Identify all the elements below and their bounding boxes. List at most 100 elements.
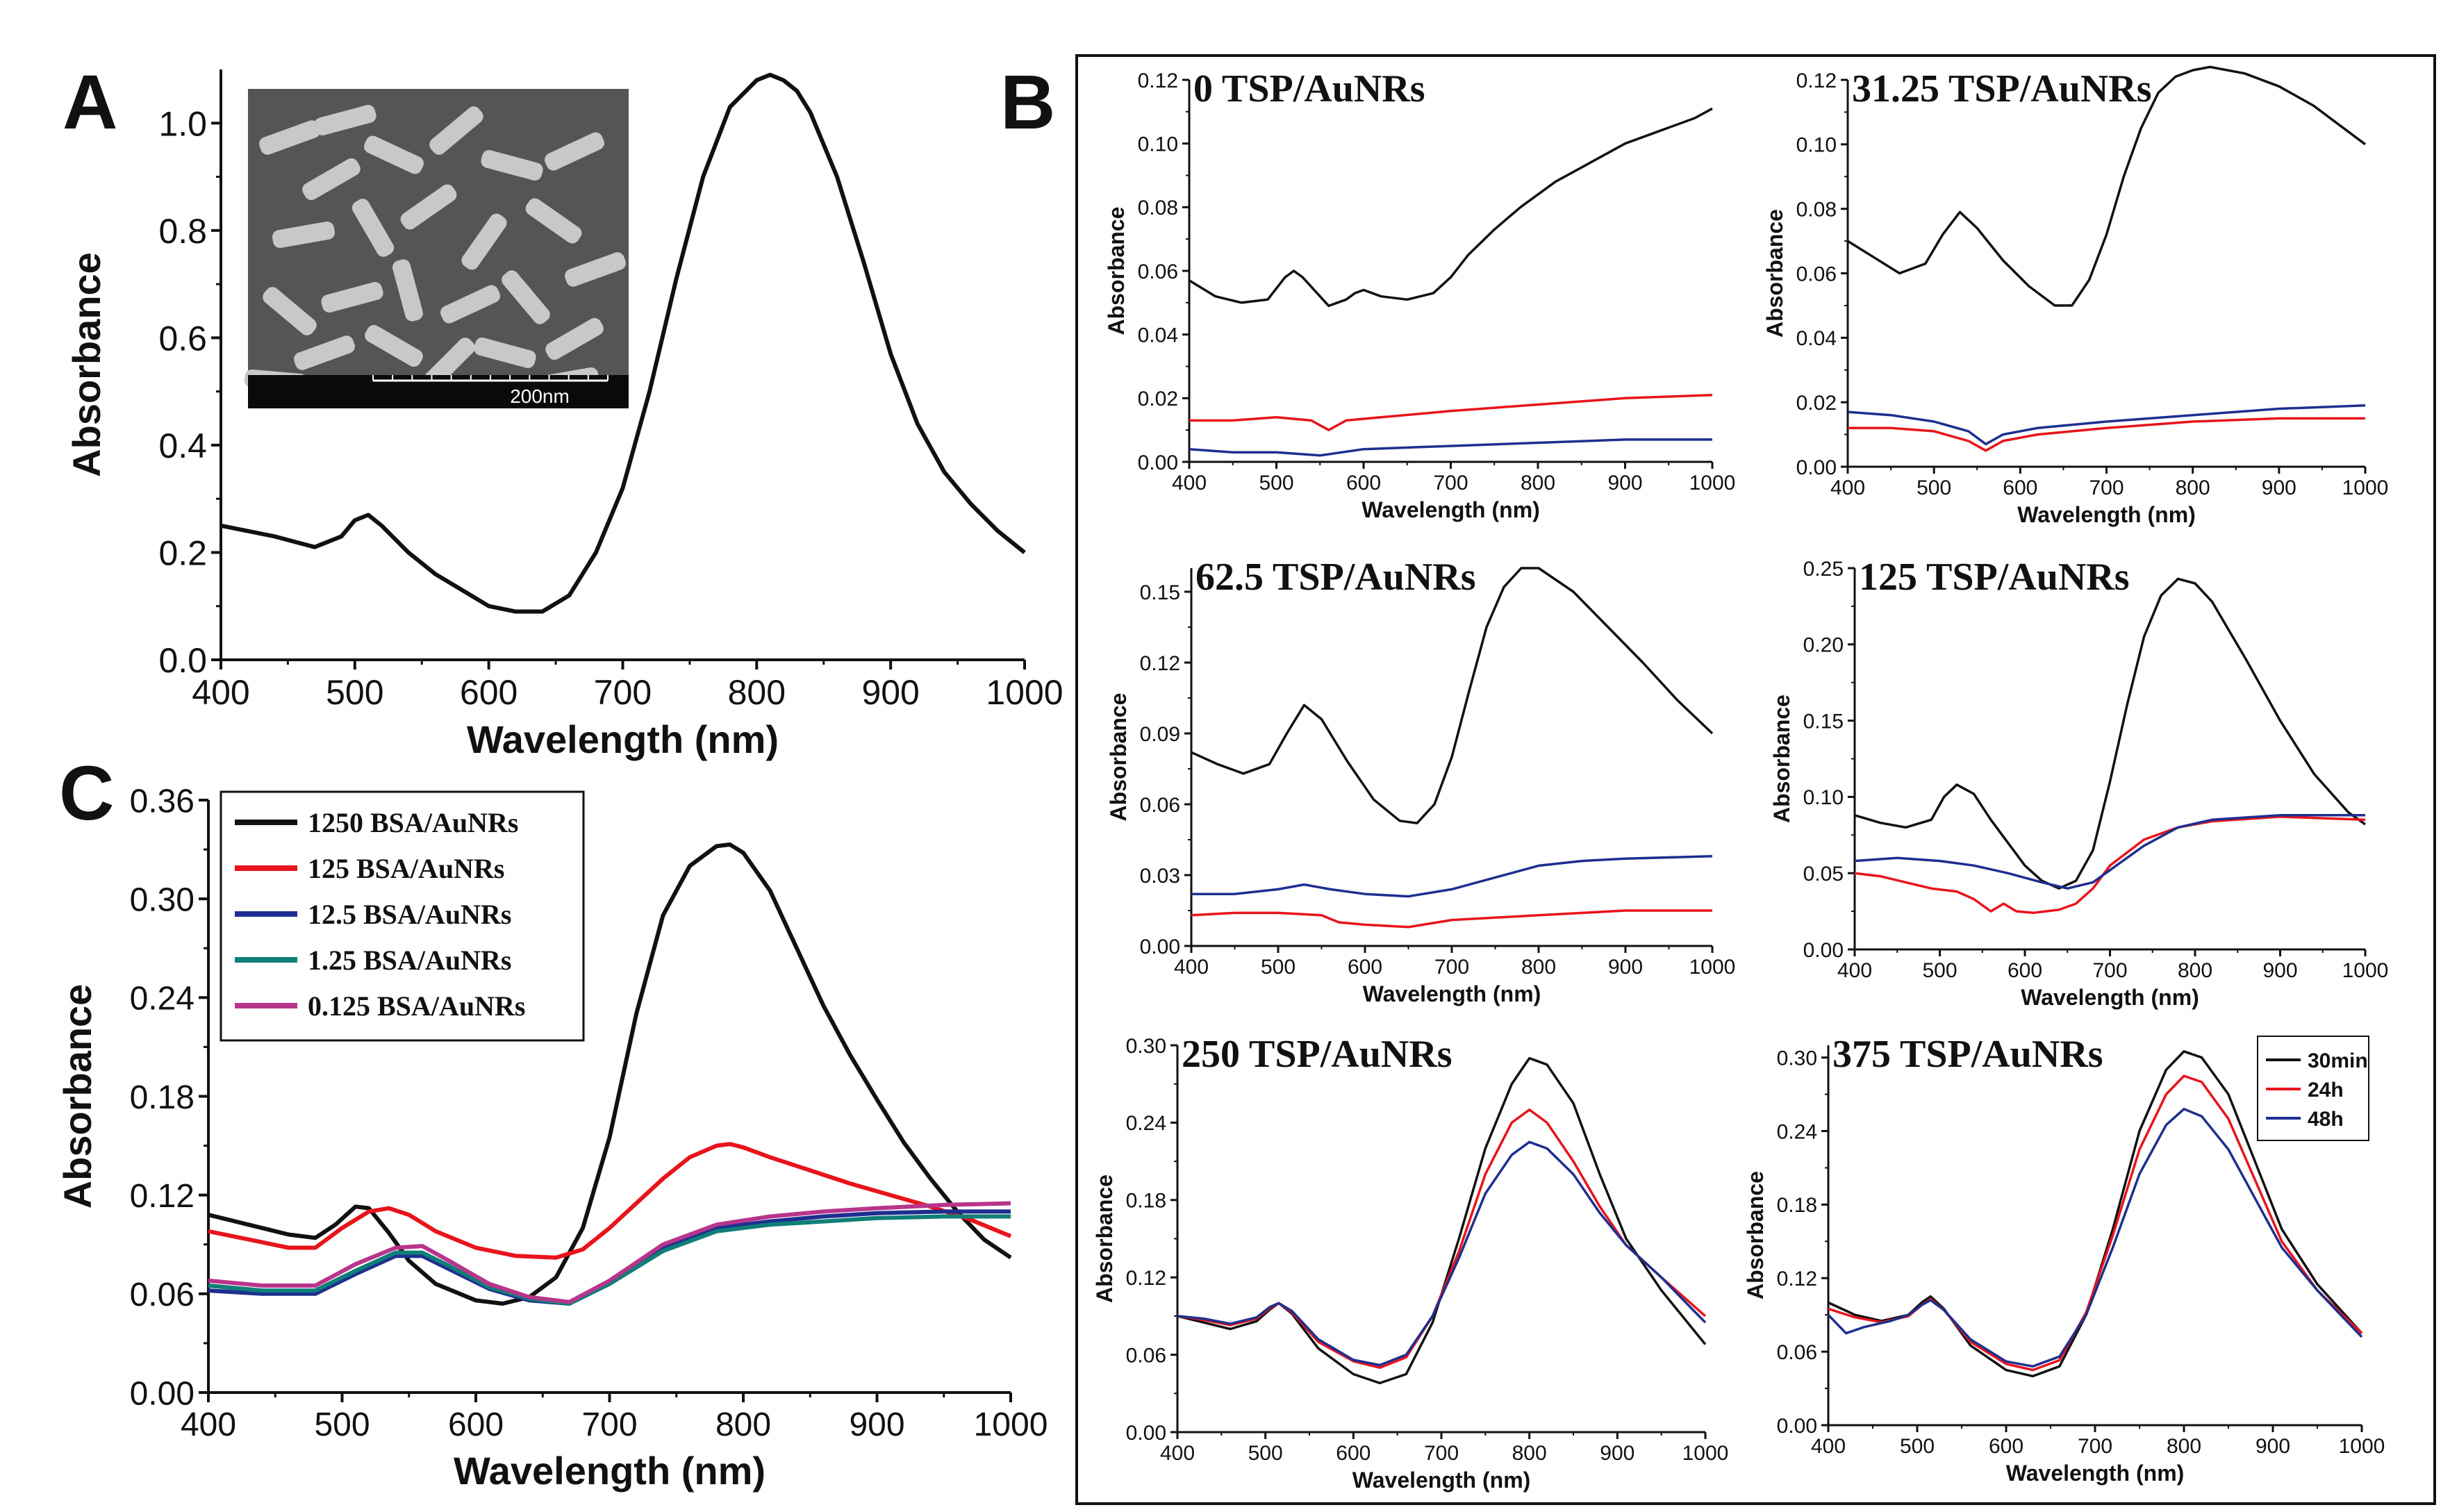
legend-label: 125 BSA/AuNRs [308,853,504,884]
x-tick-label: 400 [1811,1435,1846,1458]
series-line-1 [208,842,1012,1306]
legend: 30min 24h 48h [2257,1036,2369,1141]
x-tick-label: 500 [1259,472,1293,495]
series-line-3 [1189,438,1712,457]
x-tick-label: 800 [715,1406,771,1443]
y-tick-label: 0.12 [1796,69,1837,92]
nanorod [400,184,457,230]
tem-inset: 200nm [244,89,629,408]
nanorod [294,335,355,370]
nanorod [481,150,543,181]
nanorod [545,317,604,360]
series-line-1 [1177,1056,1707,1385]
chart-b6: 400 500 600 700 800 900 1000 0.00 0.06 0.12 0.18 0.… [1743,1033,2385,1486]
x-tick-label: 600 [1989,1435,2023,1458]
nanorod [263,287,317,335]
x-tick-label: 800 [1521,956,1556,979]
x-tick-label: 500 [314,1406,370,1443]
x-tick-label: 1000 [1689,472,1736,495]
y-tick-label: 0.06 [1126,1344,1166,1367]
y-axis-title: Absorbance [1743,1171,1768,1299]
nanorod [365,324,423,367]
legend-label: 1250 BSA/AuNRs [308,807,518,838]
nanorod [565,252,626,287]
x-tick-label: 600 [2003,476,2037,499]
x-tick-label: 800 [2178,959,2212,982]
chart-title: 125 TSP/AuNRs [1859,556,2130,599]
nanorod [314,105,376,135]
y-tick-label: 0.08 [1796,198,1837,221]
y-tick-label: 0.00 [1796,456,1837,479]
x-tick-label: 800 [728,673,786,712]
y-tick-label: 0.02 [1796,392,1837,415]
x-axis-title: Wavelength (nm) [2006,1461,2185,1486]
x-tick-label: 1000 [2342,959,2389,982]
series-line-1 [1854,577,2367,890]
nanorod [351,199,395,257]
x-tick-label: 1000 [1689,956,1736,979]
x-tick-label: 800 [2167,1435,2201,1458]
y-tick-label: 0.06 [1796,263,1837,285]
series-line-2 [1191,909,1712,929]
nanorod [502,270,550,324]
y-tick-label: 0.24 [130,981,194,1017]
series-line-3 [1191,855,1713,898]
x-tick-label: 600 [448,1406,504,1443]
nanorod [525,198,582,244]
x-axis-title: Wavelength (nm) [1361,497,1540,522]
nanorod [364,135,424,174]
y-tick-label: 0.18 [1777,1194,1817,1217]
nanorod [545,132,604,171]
panel-label-a: A [63,60,117,145]
x-tick-label: 900 [1600,1442,1634,1465]
y-axis-title: Absorbance [1104,207,1129,335]
y-tick-label: 0.02 [1138,388,1178,410]
x-tick-label: 1000 [974,1406,1048,1443]
y-tick-label: 0.05 [1803,863,1844,886]
nanorod [440,285,500,324]
nanorod [461,213,507,270]
x-tick-label: 400 [192,673,249,712]
chart-title: 250 TSP/AuNRs [1182,1033,1452,1076]
series-line-2 [1189,394,1713,431]
x-axis-title: Wavelength (nm) [2021,985,2199,1010]
x-axis-title: Wavelength (nm) [454,1449,765,1493]
x-tick-label: 800 [1512,1442,1547,1465]
series-line-1 [1191,567,1714,824]
x-tick-label: 700 [1433,472,1468,495]
nanorod [302,158,361,201]
y-axis-title: Absorbance [65,252,108,477]
series-line-3 [1177,1140,1707,1367]
y-tick-label: 0.03 [1140,865,1180,888]
legend-label: 1.25 BSA/AuNRs [308,945,511,976]
y-tick-label: 0.20 [1803,634,1844,657]
legend-label: 30min [2308,1049,2368,1072]
chart-title: 375 TSP/AuNRs [1832,1033,2103,1076]
y-tick-label: 0.4 [158,426,207,465]
x-tick-label: 1000 [1682,1442,1729,1465]
y-tick-label: 0.04 [1796,327,1837,350]
nanorod [272,221,335,249]
y-tick-label: 0.04 [1138,324,1178,347]
series-line-3 [1847,404,2366,446]
chart-title: 0 TSP/AuNRs [1193,67,1425,110]
x-tick-label: 700 [1434,956,1469,979]
x-tick-label: 400 [1172,472,1207,495]
x-tick-label: 900 [1607,472,1642,495]
panel-label-c: C [59,751,114,836]
y-tick-label: 0.00 [1126,1422,1166,1445]
x-tick-label: 700 [2092,959,2127,982]
y-axis-title: Absorbance [1092,1174,1117,1303]
chart-b1: 400 500 600 700 800 900 1000 0.00 0.02 0.04 0.06 0.… [1104,67,1735,522]
y-tick-label: 0.18 [130,1079,194,1116]
y-tick-label: 0.06 [130,1277,194,1313]
x-axis-title: Wavelength (nm) [2017,502,2196,527]
chart-c: 400 500 600 700 800 900 1000 0.00 0.06 0.12 0.18 0.… [56,783,1048,1493]
y-tick-label: 0.00 [1138,451,1178,474]
x-tick-label: 700 [594,673,652,712]
legend-label: 0.125 BSA/AuNRs [308,990,525,1022]
x-tick-label: 900 [2256,1435,2290,1458]
y-tick-label: 0.8 [158,212,207,251]
y-tick-label: 0.10 [1803,786,1844,809]
